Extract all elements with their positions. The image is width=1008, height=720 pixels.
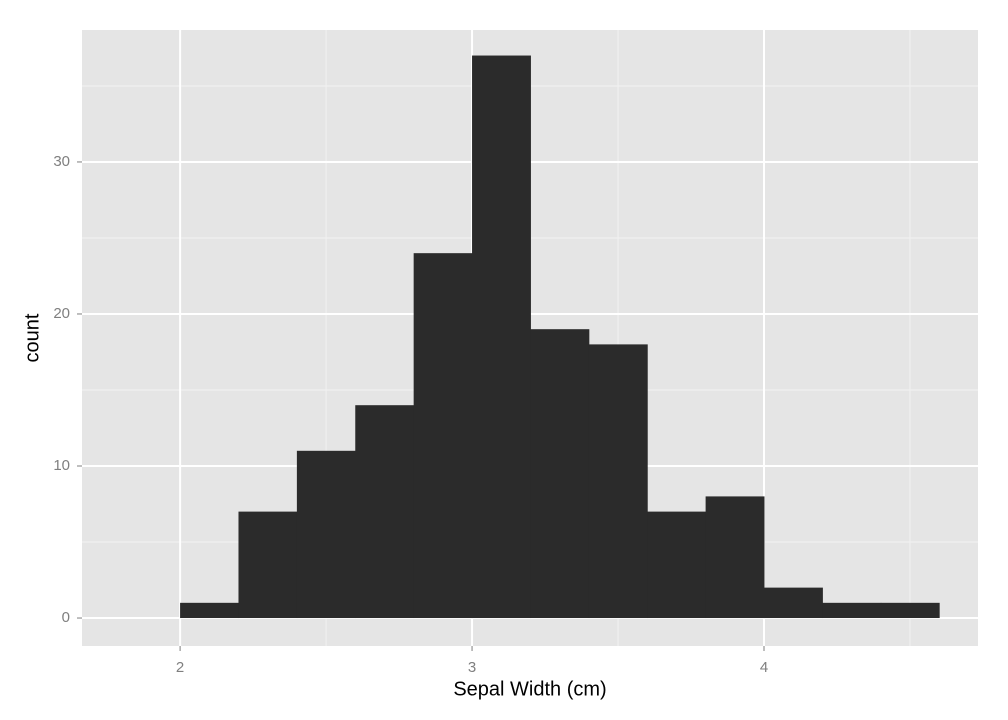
x-tick-label: 3 <box>468 659 476 676</box>
bar <box>588 344 648 619</box>
x-tick-label: 2 <box>176 659 184 676</box>
bar <box>822 602 882 619</box>
bar <box>530 329 590 619</box>
bar <box>238 511 298 619</box>
x-tick-label: 4 <box>760 659 768 676</box>
bars <box>180 55 940 619</box>
bar <box>763 587 823 619</box>
bar <box>413 253 473 619</box>
y-tick-label: 10 <box>53 457 70 474</box>
bar <box>180 602 239 619</box>
bar <box>647 511 707 619</box>
bar <box>472 55 531 619</box>
y-tick-label: 0 <box>62 609 70 626</box>
x-axis-title: Sepal Width (cm) <box>453 678 606 700</box>
y-axis-title: count <box>21 313 43 362</box>
bar <box>355 405 415 619</box>
bar <box>880 602 940 619</box>
bar <box>296 450 356 619</box>
bar <box>705 496 765 619</box>
y-tick-label: 20 <box>53 305 70 322</box>
y-tick-label: 30 <box>53 153 70 170</box>
